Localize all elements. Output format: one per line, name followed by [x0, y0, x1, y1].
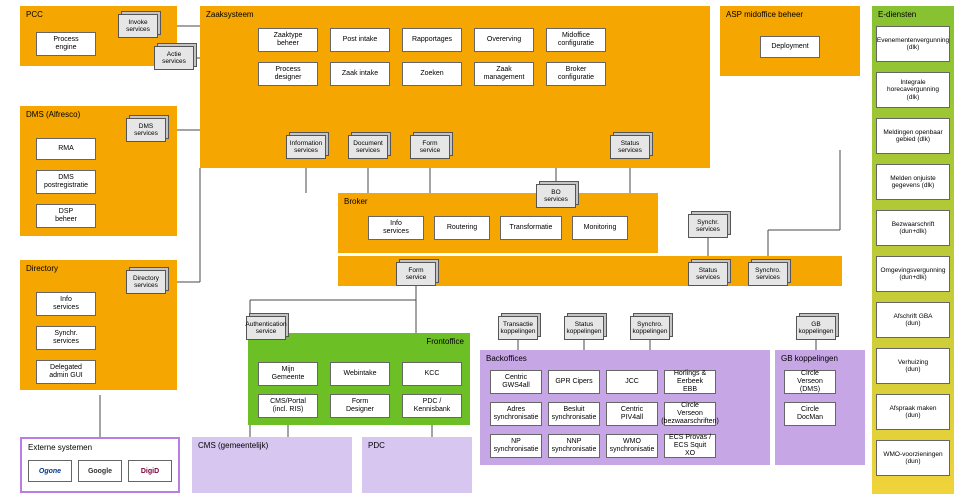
box: Infoservices	[36, 292, 96, 316]
service-trank: Transactiekoppelingen	[498, 316, 538, 340]
external-logo: Google	[78, 460, 122, 482]
panel-title: Backoffices	[486, 354, 764, 363]
edienst-item: Bezwaarschrift(dun+dlk)	[876, 210, 950, 246]
box: Zaakmanagement	[474, 62, 534, 86]
panel-title: Zaaksysteem	[206, 10, 704, 19]
box: ECS Provas /ECS Squit XO	[664, 434, 716, 458]
service-synchr1: Synchr.services	[688, 214, 728, 238]
box: Monitoring	[572, 216, 628, 240]
box: Routering	[434, 216, 490, 240]
box: Webintake	[330, 362, 390, 386]
box: FormDesigner	[330, 394, 390, 418]
edienst-item: Meldingen openbaargebied (dlk)	[876, 118, 950, 154]
service-statk: Statuskoppelingen	[564, 316, 604, 340]
box: Besluitsynchronisatie	[548, 402, 600, 426]
box: Processdesigner	[258, 62, 318, 86]
box: NPsynchronisatie	[490, 434, 542, 458]
edienst-item: Verhuizing(dun)	[876, 348, 950, 384]
service-stasvc: Statusservices	[610, 135, 650, 159]
box: GPR Cipers	[548, 370, 600, 394]
edienst-item: Omgevingsvergunning(dun+dlk)	[876, 256, 950, 292]
edienst-item: Afspraak maken(dun)	[876, 394, 950, 430]
box: Infoservices	[368, 216, 424, 240]
box: Zaak intake	[330, 62, 390, 86]
panel-pdc: PDC	[362, 437, 472, 493]
box: PDC /Kennisbank	[402, 394, 462, 418]
panel-cms: CMS (gemeentelijk)	[192, 437, 352, 493]
box: CMS/Portal(incl. RIS)	[258, 394, 318, 418]
service-dirsvc: Directoryservices	[126, 270, 166, 294]
service-dmssvc: DMSservices	[126, 118, 166, 142]
box: RMA	[36, 138, 96, 160]
box: CircleVerseon (DMS)	[784, 370, 836, 394]
panel-title: PDC	[368, 441, 466, 450]
panel-title: Externe systemen	[28, 443, 172, 452]
box: WMOsynchronisatie	[606, 434, 658, 458]
external-logo: Ogone	[28, 460, 72, 482]
edienst-item: Afschrift GBA(dun)	[876, 302, 950, 338]
service-synck: Synchro.koppelingen	[630, 316, 670, 340]
box: Overerving	[474, 28, 534, 52]
box: Processengine	[36, 32, 96, 56]
box: Synchr.services	[36, 326, 96, 350]
service-invoke: Invokeservices	[118, 14, 158, 38]
service-infsvc: Informationservices	[286, 135, 326, 159]
panel-title: GB koppelingen	[781, 354, 859, 363]
box: Horlings &Eerbeek EBB	[664, 370, 716, 394]
external-logo: DigiD	[128, 460, 172, 482]
panel-title: E-diensten	[878, 10, 948, 19]
panel-title: CMS (gemeentelijk)	[198, 441, 346, 450]
box: Transformatie	[500, 216, 562, 240]
panel-title: ASP midoffice beheer	[726, 10, 854, 19]
edienst-item: Evenementenvergunning(dlk)	[876, 26, 950, 62]
box: KCC	[402, 362, 462, 386]
box: DMSpostregistratie	[36, 170, 96, 194]
box: Post intake	[330, 28, 390, 52]
service-frmsvc: Formservice	[410, 135, 450, 159]
box: JCC	[606, 370, 658, 394]
panel-title: Broker	[344, 197, 652, 206]
service-stasvc2: Statusservices	[688, 262, 728, 286]
box: Rapportages	[402, 28, 462, 52]
service-formsvc2: Formservice	[396, 262, 436, 286]
edienst-item: WMO-voorzieningen(dun)	[876, 440, 950, 476]
service-auth: Authenticationservice	[246, 316, 286, 340]
service-bosvc: BO services	[536, 184, 576, 208]
box: CircleDocMan	[784, 402, 836, 426]
box: CentricPIV4all	[606, 402, 658, 426]
service-gbkop: GBkoppelingen	[796, 316, 836, 340]
box: Deployment	[760, 36, 820, 58]
edienst-item: Integralehorecavergunning (dlk)	[876, 72, 950, 108]
box: CentricGWS4all	[490, 370, 542, 394]
service-actie: Actieservices	[154, 46, 194, 70]
box: Zaaktypebeheer	[258, 28, 318, 52]
box: Zoeken	[402, 62, 462, 86]
service-docsvc: Documentservices	[348, 135, 388, 159]
box: MijnGemeente	[258, 362, 318, 386]
box: Midofficeconfiguratie	[546, 28, 606, 52]
box: DSPbeheer	[36, 204, 96, 228]
service-synchr2: Synchro.services	[748, 262, 788, 286]
box: NNPsynchronisatie	[548, 434, 600, 458]
box: Adressynchronisatie	[490, 402, 542, 426]
box: Delegatedadmin GUI	[36, 360, 96, 384]
edienst-item: Melden onjuistegegevens (dlk)	[876, 164, 950, 200]
box: Brokerconfiguratie	[546, 62, 606, 86]
box: CircleVerseon(bezwaarschriften)	[664, 402, 716, 426]
